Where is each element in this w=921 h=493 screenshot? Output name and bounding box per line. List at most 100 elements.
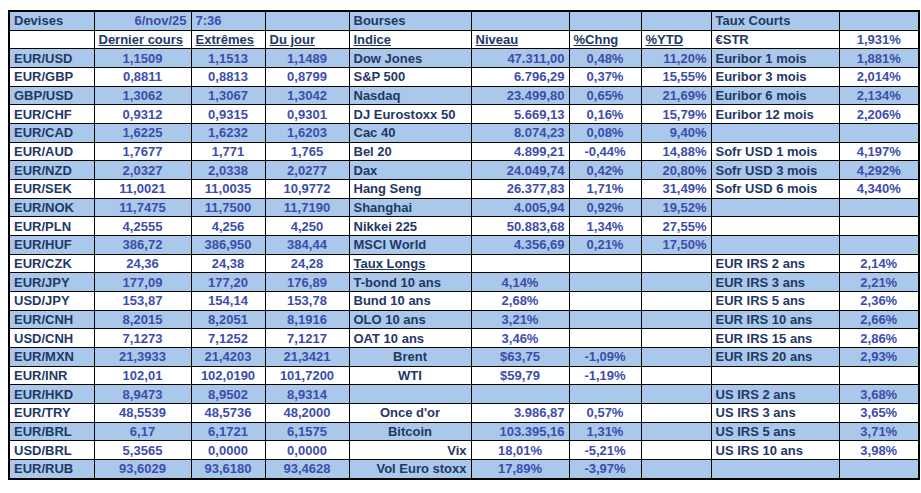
index-level-cell: 4.356,69 <box>471 236 569 255</box>
fx-last-cell: 102,01 <box>94 366 191 385</box>
pct-chng-cell: 0,21% <box>569 236 641 255</box>
pct-ytd-cell <box>641 422 711 441</box>
section-title-taux-courts: Taux Courts <box>711 11 839 30</box>
rate-value-cell: 1,881% <box>839 49 919 68</box>
fx-dujour-cell: 1,1489 <box>265 49 349 68</box>
index-level-cell: 2,68% <box>471 292 569 311</box>
index-level-cell: 47.311,00 <box>471 49 569 68</box>
fx-extremes-cell: 93,6180 <box>191 459 265 479</box>
column-header: Du jour <box>265 30 349 49</box>
fx-extremes-cell: 154,14 <box>191 292 265 311</box>
currency-pair-cell: EUR/RUB <box>9 459 94 479</box>
table-row: EUR/TRY48,553948,573648,2000Once d'or3.9… <box>9 403 919 422</box>
index-level-cell: 3,46% <box>471 329 569 348</box>
fx-extremes-cell: 4,256 <box>191 217 265 236</box>
fx-extremes-cell: 177,20 <box>191 273 265 292</box>
currency-pair-cell: EUR/INR <box>9 366 94 385</box>
rate-name-cell: Sofr USD 1 mois <box>711 142 839 161</box>
fx-last-cell: 7,1273 <box>94 329 191 348</box>
index-name-cell: Cac 40 <box>349 124 471 143</box>
table-row: EUR/SEK11,002111,003510,9772Hang Seng26.… <box>9 180 919 199</box>
index-name-cell: DJ Eurostoxx 50 <box>349 105 471 124</box>
currency-pair-cell: EUR/GBP <box>9 68 94 87</box>
pct-ytd-cell <box>641 329 711 348</box>
empty-cell <box>839 236 919 255</box>
pct-chng-cell: -1,19% <box>569 366 641 385</box>
fx-dujour-cell: 4,250 <box>265 217 349 236</box>
table-row: Dernier coursExtrêmesDu jourIndiceNiveau… <box>9 30 919 49</box>
fx-extremes-cell: 11,7500 <box>191 198 265 217</box>
rate-value-cell: 2,36% <box>839 292 919 311</box>
pct-chng-cell: -3,97% <box>569 459 641 479</box>
table-row: EUR/INR102,01102,0190101,7200WTI$59,79-1… <box>9 366 919 385</box>
table-row: USD/CNH7,12737,12527,1217OAT 10 ans3,46%… <box>9 329 919 348</box>
fx-last-cell: 6,17 <box>94 422 191 441</box>
pct-ytd-cell: 31,49% <box>641 180 711 199</box>
currency-pair-cell: EUR/HUF <box>9 236 94 255</box>
table-row: EUR/CNH8,20158,20518,1916OLO 10 ans3,21%… <box>9 310 919 329</box>
time-cell: 7:36 <box>191 11 265 30</box>
table-row: USD/BRL5,35650,00000,0000Vix18,01%-5,21%… <box>9 441 919 460</box>
table-row: EUR/JPY177,09177,20176,89T-bond 10 ans4,… <box>9 273 919 292</box>
table-row: EUR/CAD1,62251,62321,6203Cac 408.074,230… <box>9 124 919 143</box>
table-row: EUR/RUB93,602993,618093,4628Vol Euro sto… <box>9 459 919 479</box>
empty-cell <box>9 30 94 49</box>
section-title-bourses: Bourses <box>349 11 471 30</box>
rate-name-cell: US IRS 5 ans <box>711 422 839 441</box>
pct-chng-cell: 0,42% <box>569 161 641 180</box>
rate-name-cell: US IRS 3 ans <box>711 403 839 422</box>
table-row: EUR/MXN21,393321,420321,3421Brent$63,75-… <box>9 347 919 366</box>
fx-last-cell: 1,1509 <box>94 49 191 68</box>
fx-dujour-cell: 8,1916 <box>265 310 349 329</box>
fx-dujour-cell: 153,78 <box>265 292 349 311</box>
fx-dujour-cell: 24,28 <box>265 254 349 273</box>
fx-dujour-cell: 384,44 <box>265 236 349 255</box>
fx-dujour-cell: 1,3042 <box>265 86 349 105</box>
table-row: EUR/CHF0,93120,93150,9301DJ Eurostoxx 50… <box>9 105 919 124</box>
pct-ytd-cell: 27,55% <box>641 217 711 236</box>
rate-name-cell: EUR IRS 10 ans <box>711 310 839 329</box>
fx-last-cell: 21,3933 <box>94 347 191 366</box>
index-name-cell: Shanghai <box>349 198 471 217</box>
rate-value-cell: 4,197% <box>839 142 919 161</box>
currency-pair-cell: USD/JPY <box>9 292 94 311</box>
currency-pair-cell: EUR/HKD <box>9 385 94 404</box>
fx-last-cell: 4,2555 <box>94 217 191 236</box>
index-name-cell: OAT 10 ans <box>349 329 471 348</box>
fx-dujour-cell: 21,3421 <box>265 347 349 366</box>
rate-name-cell: Euribor 6 mois <box>711 86 839 105</box>
currency-pair-cell: EUR/CHF <box>9 105 94 124</box>
index-level-cell: 8.074,23 <box>471 124 569 143</box>
fx-last-cell: 93,6029 <box>94 459 191 479</box>
fx-extremes-cell: 24,38 <box>191 254 265 273</box>
empty-cell <box>711 366 839 385</box>
currency-pair-cell: EUR/MXN <box>9 347 94 366</box>
index-name-cell: Vix <box>349 441 471 460</box>
index-level-cell: $63,75 <box>471 347 569 366</box>
rate-name-cell: Sofr USD 6 mois <box>711 180 839 199</box>
index-level-cell: 24.049,74 <box>471 161 569 180</box>
table-row: EUR/HKD8,94738,95028,9314US IRS 2 ans3,6… <box>9 385 919 404</box>
rate-value-cell: 1,931% <box>839 30 919 49</box>
currency-pair-cell: EUR/CNH <box>9 310 94 329</box>
empty-cell <box>641 11 711 30</box>
fx-extremes-cell: 0,9315 <box>191 105 265 124</box>
rate-value-cell: 4,340% <box>839 180 919 199</box>
empty-cell <box>839 459 919 479</box>
rate-value-cell: 2,206% <box>839 105 919 124</box>
empty-cell <box>569 11 641 30</box>
rate-value-cell: 3,65% <box>839 403 919 422</box>
fx-dujour-cell: 93,4628 <box>265 459 349 479</box>
index-name-cell: S&P 500 <box>349 68 471 87</box>
fx-extremes-cell: 8,2051 <box>191 310 265 329</box>
index-name-cell: T-bond 10 ans <box>349 273 471 292</box>
rate-name-cell: EUR IRS 5 ans <box>711 292 839 311</box>
table-row: EUR/BRL6,176,17216,1575Bitcoin103.395,16… <box>9 422 919 441</box>
rate-value-cell: 2,86% <box>839 329 919 348</box>
index-level-cell: 5.669,13 <box>471 105 569 124</box>
empty-cell <box>839 198 919 217</box>
empty-cell <box>839 366 919 385</box>
column-header: Niveau <box>471 30 569 49</box>
fx-last-cell: 1,6225 <box>94 124 191 143</box>
index-name-cell: WTI <box>349 366 471 385</box>
